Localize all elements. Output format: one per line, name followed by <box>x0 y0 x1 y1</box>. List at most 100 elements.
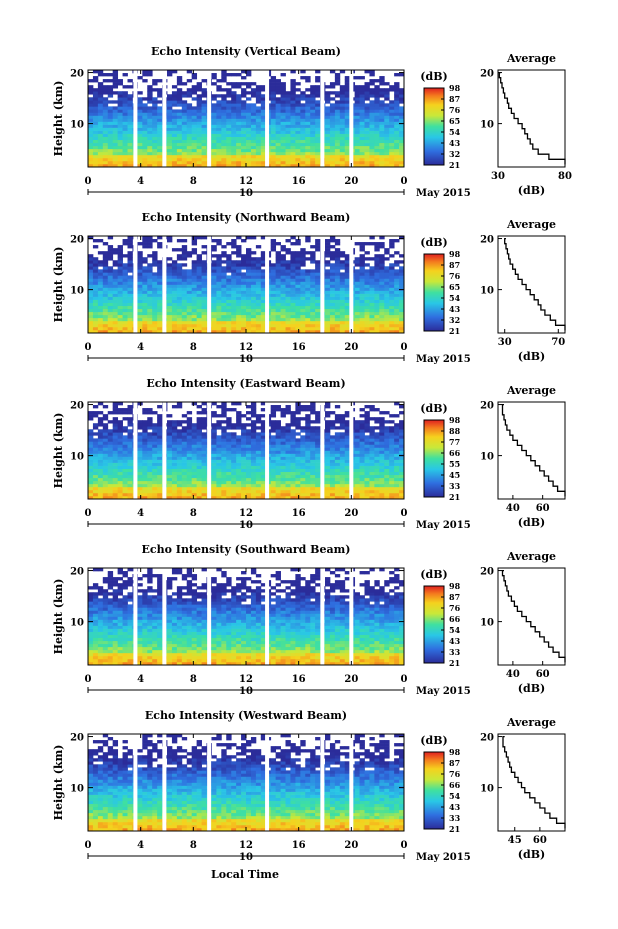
heatmap-cell <box>231 260 237 264</box>
heatmap-cell <box>295 118 301 122</box>
heatmap-cell <box>339 97 346 101</box>
heatmap-cell <box>211 124 217 128</box>
heatmap-cell <box>270 79 277 83</box>
heatmap-cell <box>339 302 346 307</box>
heatmap-cell <box>260 127 267 131</box>
heatmap-cell <box>334 100 341 104</box>
heatmap-cell <box>231 139 237 144</box>
heatmap-cell <box>399 136 405 141</box>
heatmap-cell <box>329 97 336 101</box>
heatmap-cell <box>127 284 133 288</box>
heatmap-cell <box>107 447 114 451</box>
heatmap-cell <box>290 308 296 313</box>
heatmap-cell <box>88 254 94 258</box>
heatmap-cell <box>246 432 252 436</box>
heatmap-cell <box>394 148 400 153</box>
heatmap-cell <box>92 444 99 448</box>
heatmap-cell <box>255 465 262 469</box>
heatmap-cell <box>167 444 173 448</box>
heatmap-cell <box>147 106 153 110</box>
heatmap-cell <box>354 124 360 128</box>
heatmap-cell <box>167 465 173 469</box>
heatmap-cell <box>295 115 301 119</box>
heatmap-cell <box>359 299 365 303</box>
heatmap-cell <box>201 305 207 310</box>
heatmap-cell <box>344 462 351 466</box>
heatmap-cell <box>181 486 188 491</box>
heatmap-cell <box>389 441 395 445</box>
heatmap-cell <box>339 124 346 128</box>
heatmap-cell <box>329 272 336 276</box>
heatmap-cell <box>285 441 291 445</box>
heatmap-cell <box>260 471 267 476</box>
heatmap-cell <box>236 444 242 448</box>
heatmap-cell <box>280 257 286 261</box>
heatmap-cell <box>221 323 227 328</box>
heatmap-cell <box>344 308 351 313</box>
heatmap-cell <box>246 462 252 466</box>
heatmap-cell <box>384 112 390 116</box>
heatmap-cell <box>374 142 380 147</box>
heatmap-cell <box>389 287 395 291</box>
heatmap-cell <box>157 456 163 460</box>
heatmap-cell <box>334 251 341 255</box>
heatmap-cell <box>389 272 395 276</box>
heatmap-cell <box>300 148 306 153</box>
heatmap-cell <box>295 109 301 113</box>
heatmap-cell <box>384 311 390 316</box>
heatmap-cell <box>157 462 163 466</box>
heatmap-cell <box>191 269 198 273</box>
heatmap-cell <box>142 139 148 144</box>
heatmap-cell <box>280 121 286 125</box>
heatmap-cell <box>88 444 94 448</box>
heatmap-cell <box>270 489 277 494</box>
heatmap-cell <box>339 148 346 153</box>
heatmap-cell <box>369 456 375 460</box>
heatmap-cell <box>394 323 400 328</box>
heatmap-cell <box>201 148 207 153</box>
heatmap-cell <box>310 299 316 303</box>
heatmap-cell <box>250 468 257 473</box>
heatmap-cell <box>112 272 119 276</box>
heatmap-cell <box>102 314 109 319</box>
heatmap-cell <box>196 296 202 300</box>
heatmap-cell <box>236 474 242 479</box>
heatmap-cell <box>176 468 183 473</box>
heatmap-cell <box>295 465 301 469</box>
heatmap-cell <box>231 124 237 128</box>
heatmap-cell <box>300 492 306 497</box>
heatmap-cell <box>127 154 133 159</box>
heatmap-cell <box>399 299 405 303</box>
heatmap-cell <box>354 287 360 291</box>
heatmap-cell <box>241 154 247 159</box>
heatmap-cell <box>196 145 202 150</box>
heatmap-cell <box>167 103 173 107</box>
heatmap-cell <box>374 317 380 322</box>
heatmap-cell <box>359 118 365 122</box>
heatmap-cell <box>92 459 99 463</box>
heatmap-cell <box>147 287 153 291</box>
heatmap-cell <box>300 136 306 141</box>
heatmap-cell <box>260 308 267 313</box>
heatmap-cell <box>334 136 341 141</box>
heatmap-cell <box>334 305 341 310</box>
heatmap-cell <box>339 326 346 331</box>
heatmap-cell <box>88 486 94 491</box>
heatmap-cell <box>285 112 291 116</box>
heatmap-cell <box>295 269 301 273</box>
heatmap-cell <box>295 302 301 307</box>
heatmap-cell <box>364 139 370 144</box>
heatmap-cell <box>127 302 133 307</box>
heatmap-cell <box>290 438 296 442</box>
heatmap-cell <box>191 91 198 95</box>
data-gap <box>265 70 270 167</box>
heatmap-cell <box>152 308 158 313</box>
heatmap-cell <box>127 308 133 313</box>
heatmap-cell <box>147 154 153 159</box>
heatmap-cell <box>246 284 252 288</box>
heatmap-cell <box>285 154 291 159</box>
heatmap-cell <box>112 130 119 134</box>
heatmap-cell <box>117 329 123 334</box>
heatmap-cell <box>334 296 341 300</box>
